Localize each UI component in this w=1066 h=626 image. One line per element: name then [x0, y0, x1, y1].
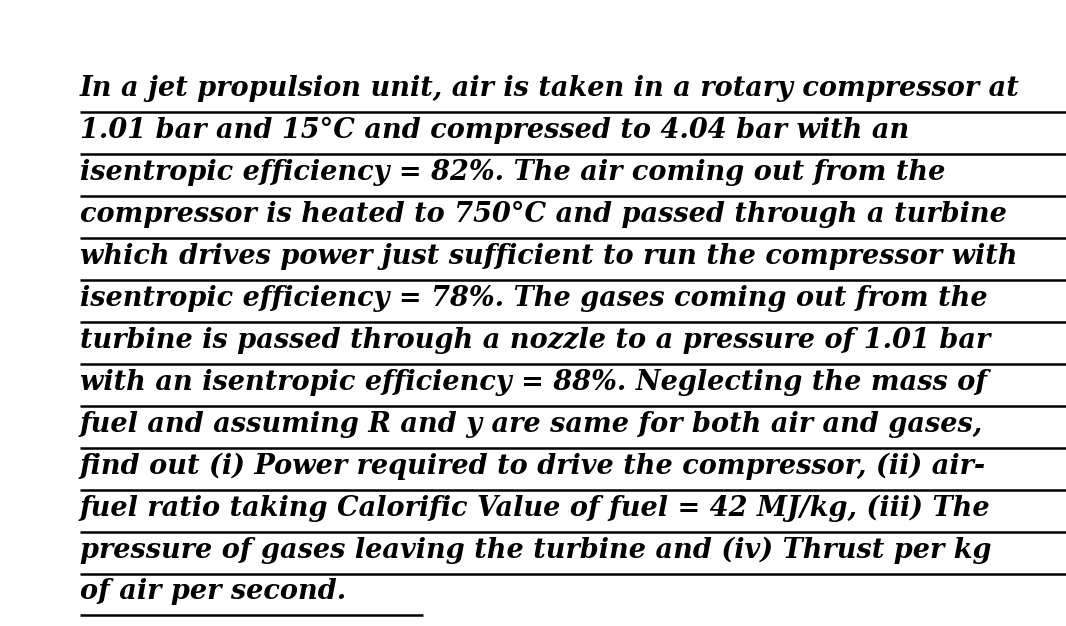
Text: compressor is heated to 750°C and passed through a turbine: compressor is heated to 750°C and passed…: [80, 201, 1006, 228]
Text: fuel ratio taking Calorific Value of fuel = 42 MJ/kg, (iii) The: fuel ratio taking Calorific Value of fue…: [80, 495, 990, 522]
Text: isentropic efficiency = 78%. The gases coming out from the: isentropic efficiency = 78%. The gases c…: [80, 285, 987, 312]
Text: 1.01 bar and 15°C and compressed to 4.04 bar with an: 1.01 bar and 15°C and compressed to 4.04…: [80, 117, 909, 144]
Text: which drives power just sufficient to run the compressor with: which drives power just sufficient to ru…: [80, 243, 1017, 270]
Text: fuel and assuming R and y are same for both air and gases,: fuel and assuming R and y are same for b…: [80, 411, 983, 438]
Text: pressure of gases leaving the turbine and (iv) Thrust per kg: pressure of gases leaving the turbine an…: [80, 536, 991, 564]
Text: find out (i) Power required to drive the compressor, (ii) air-: find out (i) Power required to drive the…: [80, 453, 986, 480]
Text: with an isentropic efficiency = 88%. Neglecting the mass of: with an isentropic efficiency = 88%. Neg…: [80, 369, 987, 396]
Text: of air per second.: of air per second.: [80, 578, 346, 605]
Text: isentropic efficiency = 82%. The air coming out from the: isentropic efficiency = 82%. The air com…: [80, 159, 946, 186]
Text: turbine is passed through a nozzle to a pressure of 1.01 bar: turbine is passed through a nozzle to a …: [80, 327, 990, 354]
Text: In a jet propulsion unit, air is taken in a rotary compressor at: In a jet propulsion unit, air is taken i…: [80, 75, 1020, 102]
